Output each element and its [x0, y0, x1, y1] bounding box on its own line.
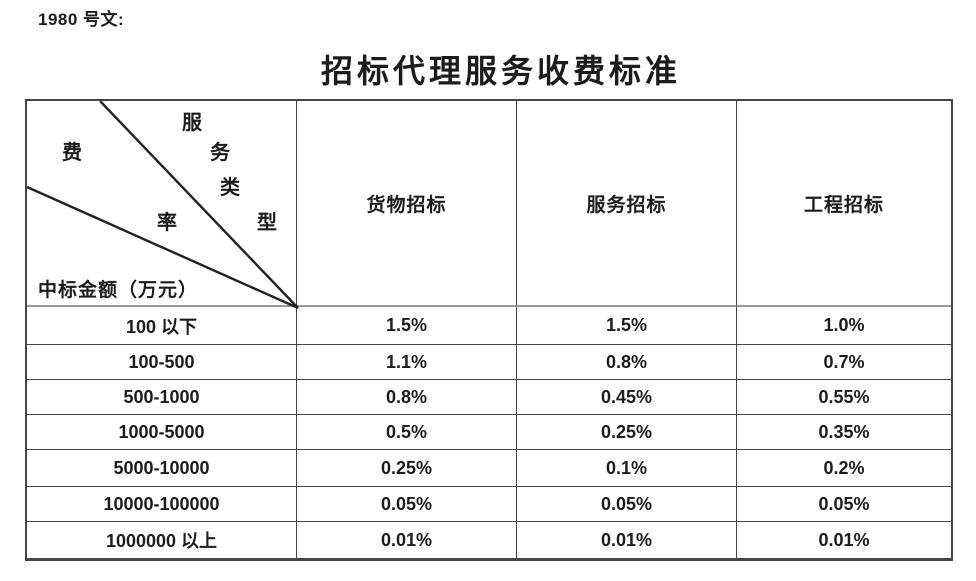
row-amount-label: 100-500	[27, 345, 297, 380]
row-amount-label: 1000-5000	[27, 415, 297, 450]
rate-cell-engineering: 0.55%	[737, 380, 951, 415]
row-amount-label: 100 以下	[27, 307, 297, 345]
rate-cell-engineering: 0.35%	[737, 415, 951, 450]
corner-fee-rate-char: 费	[62, 142, 82, 164]
rate-cell-goods: 0.01%	[297, 522, 517, 558]
column-header-service-bidding: 服务招标	[517, 101, 737, 307]
rate-cell-engineering: 0.7%	[737, 345, 951, 380]
rate-cell-service: 0.05%	[517, 487, 737, 522]
rate-cell-service: 1.5%	[517, 307, 737, 345]
row-amount-label: 5000-10000	[27, 450, 297, 487]
diagonal-divider-lines	[26, 100, 299, 310]
rate-cell-engineering: 0.01%	[818, 529, 870, 550]
corner-amount-label: 中标金额（万元）	[38, 280, 199, 301]
rate-cell-goods: 1.1%	[297, 345, 517, 380]
rate-cell-goods: 1.5%	[297, 307, 517, 345]
rate-cell-goods: 0.25%	[297, 450, 517, 487]
corner-fee-rate-char: 率	[157, 212, 177, 234]
corner-service-type-char: 服	[182, 112, 202, 134]
page-title: 招标代理服务收费标准	[320, 53, 681, 89]
rate-cell-engineering: 0.2%	[737, 450, 951, 487]
table-corner-cell: 费 率 服 务 类 型 中标金额（万元）	[26, 100, 299, 310]
rate-cell-service: 0.1%	[517, 450, 737, 487]
corner-service-type-char: 型	[257, 212, 277, 234]
rate-cell-engineering: 1.0%	[737, 307, 951, 345]
row-amount-label: 10000-100000	[27, 487, 297, 522]
rate-cell-service: 0.45%	[517, 380, 737, 415]
row-amount-label: 500-1000	[27, 380, 297, 415]
rate-cell-service: 0.25%	[517, 415, 737, 450]
rate-cell-goods: 0.5%	[297, 415, 517, 450]
column-header-engineering-bidding: 工程招标	[737, 101, 951, 307]
rate-cell-goods: 0.8%	[297, 380, 517, 415]
row-amount-label: 1000000 以上	[27, 522, 297, 558]
rate-cell-engineering: 0.05%	[737, 487, 951, 522]
rate-cell-goods: 0.05%	[297, 487, 517, 522]
fee-table: 费 率 服 务 类 型 中标金额（万元） 货物招标 服务招标 工程招标 100 …	[25, 99, 953, 561]
rate-cell-service: 0.8%	[517, 345, 737, 380]
corner-service-type-char: 务	[210, 142, 230, 164]
doc-reference: 1980 号文:	[38, 10, 125, 29]
rate-cell-service: 0.01%	[517, 522, 737, 558]
corner-service-type-char: 类	[220, 177, 240, 199]
column-header-goods-bidding: 货物招标	[297, 101, 517, 307]
